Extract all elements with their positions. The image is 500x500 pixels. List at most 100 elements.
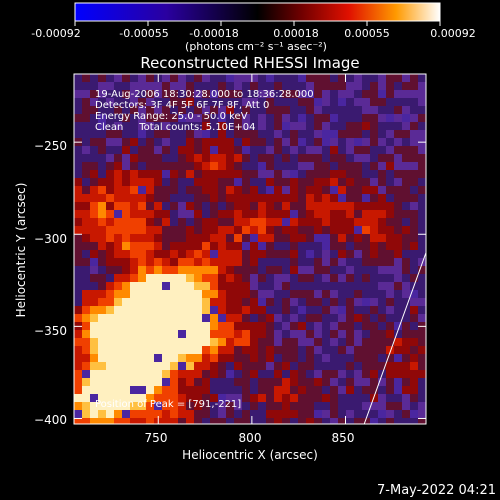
heatmap-cell xyxy=(242,338,250,346)
heatmap-cell xyxy=(170,290,178,298)
heatmap-cell xyxy=(122,122,130,130)
heatmap-cell xyxy=(242,234,250,242)
heatmap-cell xyxy=(98,250,106,258)
heatmap-cell xyxy=(194,378,202,386)
heatmap-cell xyxy=(410,202,418,210)
heatmap-cell xyxy=(154,394,162,402)
heatmap-cell xyxy=(306,298,314,306)
heatmap-cell xyxy=(154,234,162,242)
heatmap-cell xyxy=(114,370,122,378)
heatmap-cell xyxy=(394,210,402,218)
heatmap-cell xyxy=(98,82,106,90)
heatmap-cell xyxy=(306,90,314,98)
heatmap-cell xyxy=(114,242,122,250)
heatmap-cell xyxy=(74,146,82,154)
heatmap-cell xyxy=(138,410,146,418)
heatmap-cell xyxy=(130,362,138,370)
heatmap-cell xyxy=(306,306,314,314)
heatmap-cell xyxy=(82,386,90,394)
heatmap-cell xyxy=(346,274,354,282)
heatmap-cell xyxy=(386,154,394,162)
heatmap-cell xyxy=(178,274,186,282)
heatmap-cell xyxy=(122,330,130,338)
heatmap-cell xyxy=(226,234,234,242)
heatmap-cell xyxy=(418,186,426,194)
heatmap-cell xyxy=(362,338,370,346)
heatmap-cell xyxy=(394,154,402,162)
heatmap-cell xyxy=(202,386,210,394)
heatmap-cell xyxy=(170,178,178,186)
heatmap-cell xyxy=(322,74,330,82)
heatmap-cell xyxy=(74,194,82,202)
heatmap-cell xyxy=(394,418,402,424)
heatmap-cell xyxy=(354,298,362,306)
heatmap-cell xyxy=(266,90,274,98)
heatmap-cell xyxy=(170,258,178,266)
heatmap-cell xyxy=(298,290,306,298)
heatmap-cell xyxy=(394,138,402,146)
heatmap-cell xyxy=(122,258,130,266)
heatmap-cell xyxy=(114,394,122,402)
heatmap-cell xyxy=(90,322,98,330)
heatmap-cell xyxy=(122,322,130,330)
heatmap-cell xyxy=(410,338,418,346)
heatmap-cell xyxy=(394,402,402,410)
heatmap-cell xyxy=(138,306,146,314)
heatmap-cell xyxy=(266,282,274,290)
heatmap-cell xyxy=(122,418,130,424)
heatmap-cell xyxy=(122,378,130,386)
heatmap-cell xyxy=(378,354,386,362)
heatmap-cell xyxy=(178,106,186,114)
heatmap-cell xyxy=(402,178,410,186)
heatmap-cell xyxy=(266,362,274,370)
heatmap-cell xyxy=(226,106,234,114)
heatmap-cell xyxy=(146,210,154,218)
heatmap-cell xyxy=(282,354,290,362)
heatmap-cell xyxy=(258,234,266,242)
heatmap-cell xyxy=(338,154,346,162)
heatmap-cell xyxy=(130,210,138,218)
heatmap-cell xyxy=(178,226,186,234)
heatmap-cell xyxy=(354,266,362,274)
heatmap-cell xyxy=(74,202,82,210)
heatmap-cell xyxy=(378,338,386,346)
plot-frame xyxy=(73,73,427,425)
heatmap-cell xyxy=(74,242,82,250)
heatmap-cell xyxy=(314,122,322,130)
heatmap-cell xyxy=(154,194,162,202)
heatmap-cell xyxy=(82,402,90,410)
heatmap-cell xyxy=(306,346,314,354)
heatmap-cell xyxy=(218,250,226,258)
heatmap-cell xyxy=(290,282,298,290)
heatmap-cell xyxy=(170,330,178,338)
heatmap-cell xyxy=(306,322,314,330)
heatmap-cell xyxy=(186,354,194,362)
heatmap-cell xyxy=(106,234,114,242)
heatmap-cell xyxy=(234,378,242,386)
heatmap-cell xyxy=(330,362,338,370)
heatmap-cell xyxy=(418,114,426,122)
heatmap-cell xyxy=(410,330,418,338)
heatmap-cell xyxy=(210,394,218,402)
heatmap-cell xyxy=(258,74,266,82)
heatmap-cell xyxy=(298,74,306,82)
heatmap-cell xyxy=(218,338,226,346)
heatmap-cell xyxy=(314,234,322,242)
heatmap-cell xyxy=(306,266,314,274)
heatmap-cell xyxy=(418,298,426,306)
heatmap-cell xyxy=(330,402,338,410)
heatmap-cell xyxy=(74,130,82,138)
heatmap-cell xyxy=(394,122,402,130)
heatmap-cell xyxy=(298,354,306,362)
heatmap-cell xyxy=(410,146,418,154)
heatmap-cell xyxy=(162,218,170,226)
heatmap-cell xyxy=(290,386,298,394)
heatmap-cell xyxy=(330,410,338,418)
heatmap-cell xyxy=(162,122,170,130)
heatmap-cell xyxy=(274,138,282,146)
heatmap-cell xyxy=(290,210,298,218)
heatmap-cell xyxy=(82,74,90,82)
heatmap-cell xyxy=(162,194,170,202)
heatmap-cell xyxy=(298,234,306,242)
heatmap-cell xyxy=(394,202,402,210)
